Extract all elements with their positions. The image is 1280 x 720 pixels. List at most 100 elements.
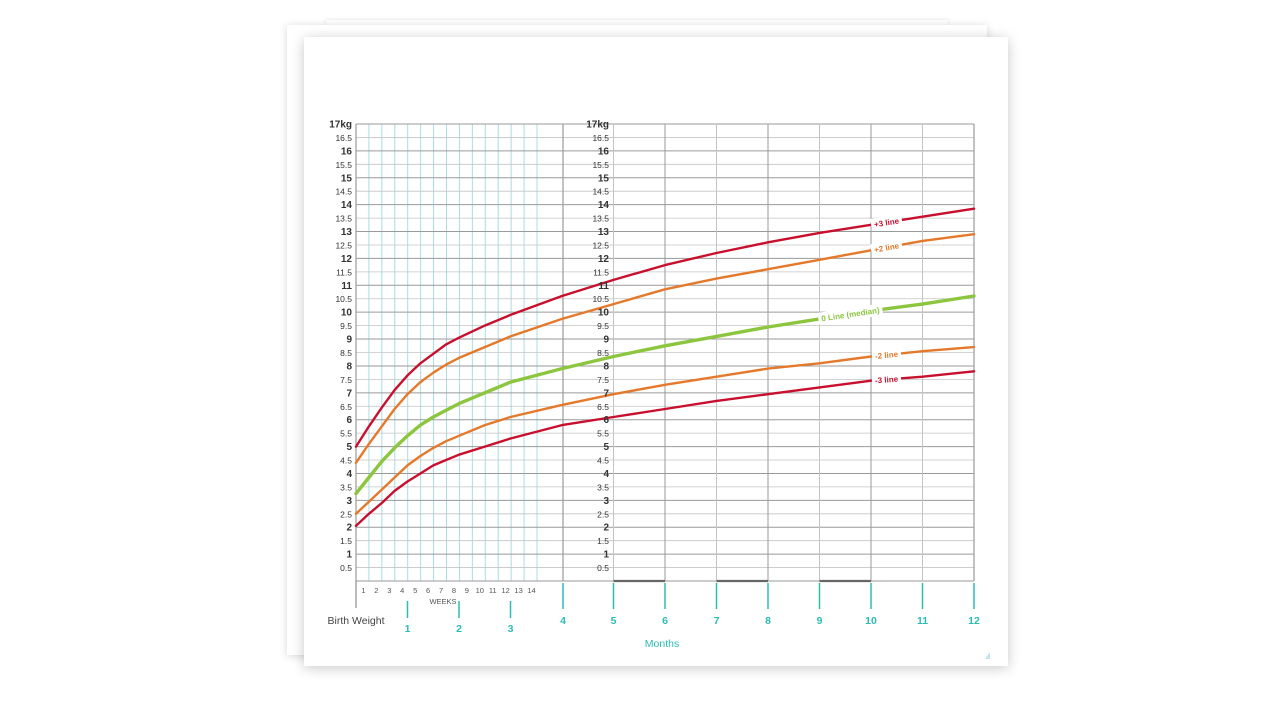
y_ticks_right-y-tick-label: 7 (603, 388, 609, 399)
y_ticks_right-y-tick-label: 14.5 (592, 187, 609, 197)
series-label-backdrop (870, 214, 903, 231)
y_ticks_left-y-tick-label: 2.5 (340, 509, 352, 519)
series-line (354, 370, 976, 528)
series-label-backdrop (871, 372, 902, 387)
y_ticks_left-y-tick-label: 7 (346, 388, 352, 399)
y_ticks_left-y-tick-label: 13 (341, 227, 353, 238)
y_ticks_right-y-tick-label: 8 (603, 361, 609, 372)
series-label-backdrop (817, 303, 884, 325)
series-label-group: 0 Line (median) (817, 303, 884, 325)
y_ticks_left-y-tick-label: 5 (346, 442, 352, 453)
y_ticks_left-y-tick-label: 3 (346, 496, 352, 507)
month-tick-label: 7 (714, 615, 720, 627)
y_ticks_left-y-tick-label: 3.5 (340, 482, 352, 492)
y_ticks_right-y-tick-label: 12.5 (592, 240, 609, 250)
birth-weight-label: Birth Weight (328, 615, 385, 627)
series-label-group: +2 line (870, 238, 903, 257)
y_ticks_left-y-tick-label: 7.5 (340, 375, 352, 385)
week-tick-label: 8 (452, 586, 456, 595)
series-line (354, 294, 976, 496)
y_ticks_right-y-tick-label: 10.5 (592, 294, 609, 304)
week-tick-label: 1 (361, 586, 365, 595)
y_ticks_right-y-tick-label: 4.5 (597, 456, 609, 466)
week-tick-label: 2 (374, 586, 378, 595)
series-label-group: -2 line (871, 347, 902, 363)
week-tick-label: 14 (527, 586, 535, 595)
y_ticks_right-y-tick-label: 0.5 (597, 563, 609, 573)
y_ticks_left-y-tick-label: 15.5 (335, 160, 352, 170)
y_ticks_right-y-tick-label: 3 (603, 496, 609, 507)
y_ticks_left-y-tick-label: 1 (346, 550, 352, 561)
month-tick-label: 5 (611, 615, 617, 627)
paper-sheet-back-top (326, 20, 948, 26)
y_ticks_right-y-tick-label: 1.5 (597, 536, 609, 546)
y_ticks_right-y-tick-label: 15 (598, 173, 610, 184)
week-tick-label: 6 (426, 586, 430, 595)
week-tick-label: 5 (413, 586, 417, 595)
month-tick-label: 3 (508, 623, 514, 635)
y_ticks_right-y-tick-label: 11.5 (593, 267, 609, 277)
series-label: -3 line (875, 375, 899, 386)
week-tick-label: 11 (489, 586, 497, 595)
y_ticks_right-y-tick-label: 2.5 (597, 509, 609, 519)
week-tick-label: 9 (465, 586, 469, 595)
month-tick-label: 10 (865, 615, 877, 627)
y_ticks_left-y-tick-label: 9 (346, 335, 352, 346)
series-line (354, 345, 976, 515)
y_ticks_left-y-tick-label: 8 (346, 361, 352, 372)
series-label-backdrop (870, 238, 903, 257)
week-tick-label: 12 (502, 586, 510, 595)
series-label-backdrop (871, 347, 902, 363)
y_ticks_left-y-tick-label: 15 (341, 173, 353, 184)
month-tick-label: 9 (817, 615, 823, 627)
y_ticks_left-y-tick-label: 14 (341, 200, 353, 211)
y_ticks_left-y-tick-label: 16 (341, 146, 353, 157)
grid-layer (355, 123, 975, 583)
y_ticks_right-y-tick-label: 11 (598, 281, 609, 292)
page-corner-mark (985, 652, 990, 659)
y_ticks_left-y-tick-label: 0.5 (340, 563, 352, 573)
series-layer (354, 207, 976, 528)
y_ticks_right-y-tick-label: 8.5 (597, 348, 609, 358)
y_ticks_left-y-tick-label: 13.5 (335, 214, 352, 224)
weeks-axis-title: WEEKS (429, 597, 456, 606)
month-tick-label: 12 (968, 615, 980, 627)
y_ticks_right-y-tick-label: 1 (603, 550, 609, 561)
week-tick-label: 3 (387, 586, 391, 595)
y_ticks_right-y-tick-label: 6.5 (597, 402, 609, 412)
y_ticks_right-y-tick-label: 13.5 (592, 214, 609, 224)
series-line (354, 233, 976, 464)
y_ticks_right-y-tick-label: 4 (603, 469, 609, 480)
month-tick-label: 8 (765, 615, 771, 627)
months-axis-title: Months (645, 638, 679, 650)
y_ticks_left-y-tick-label: 6 (346, 415, 352, 426)
y_ticks_left-y-tick-label: 2 (346, 523, 352, 534)
week-tick-label: 13 (514, 586, 522, 595)
y_ticks_left-y-tick-label: 9.5 (340, 321, 352, 331)
month-tick-label: 6 (662, 615, 668, 627)
y_ticks_right-y-tick-label: 14 (598, 200, 610, 211)
y_ticks_left-y-tick-label: 5.5 (340, 429, 352, 439)
y_ticks_left-y-tick-label: 6.5 (340, 402, 352, 412)
y_ticks_right-y-tick-label: 9.5 (597, 321, 609, 331)
y_ticks_right-y-tick-label: 16 (598, 146, 610, 157)
y_ticks_left-y-tick-label: 8.5 (340, 348, 352, 358)
month-tick-label: 4 (560, 615, 566, 627)
y_ticks_left-y-tick-label: 11.5 (336, 267, 352, 277)
week-tick-label: 4 (400, 586, 404, 595)
axis-layer: Birth Weight WEEKS Months 17kg16.51615.5… (328, 120, 990, 659)
y_ticks_right-y-tick-label: 6 (603, 415, 609, 426)
y_ticks_right-y-tick-label: 15.5 (592, 160, 609, 170)
y_ticks_left-y-tick-label: 11 (341, 281, 352, 292)
month-tick-label: 2 (456, 623, 462, 635)
y_ticks_right-y-tick-label: 3.5 (597, 482, 609, 492)
y_ticks_left-y-tick-label: 10 (341, 308, 353, 319)
series-label-group: -3 line (871, 372, 902, 387)
y_ticks_left-y-tick-label: 4.5 (340, 456, 352, 466)
y_ticks_right-y-tick-label: 2 (603, 523, 609, 534)
y_ticks_left-y-tick-label: 10.5 (335, 294, 352, 304)
y_ticks_left-y-tick-label: 16.5 (335, 133, 352, 143)
month-tick-label: 1 (405, 623, 411, 635)
y_ticks_right-y-tick-label: 5.5 (597, 429, 609, 439)
